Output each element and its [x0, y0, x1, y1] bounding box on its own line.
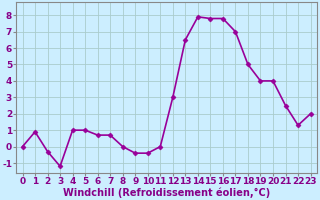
X-axis label: Windchill (Refroidissement éolien,°C): Windchill (Refroidissement éolien,°C): [63, 187, 270, 198]
